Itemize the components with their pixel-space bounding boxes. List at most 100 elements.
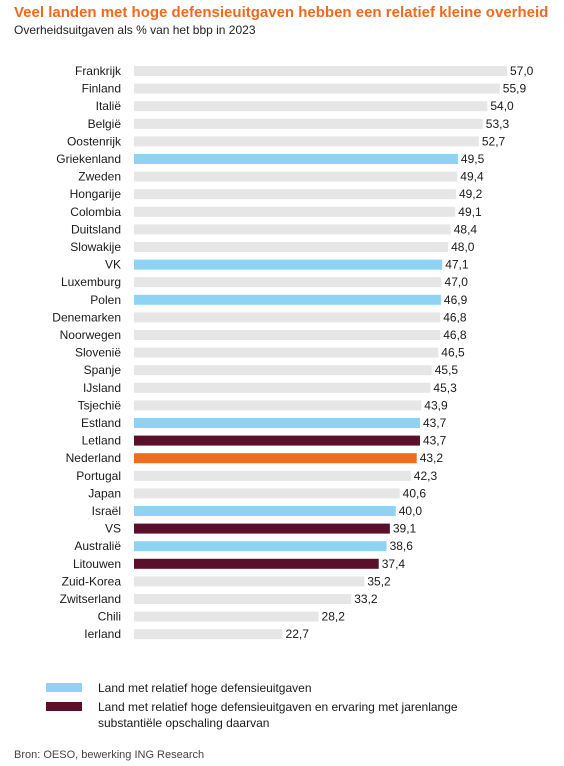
category-label-country-denemarken: Denemarken [52, 310, 121, 324]
legend: Land met relatief hoge defensieuitgaven … [46, 680, 498, 734]
bar-country-zuid-korea [134, 576, 365, 587]
category-label-country-spanje: Spanje [84, 363, 122, 377]
category-label-country-ierland: Ierland [84, 627, 121, 641]
value-label-country-zweden: 49,4 [460, 170, 484, 184]
category-label-country-letland: Letland [82, 434, 121, 448]
category-label-country-zwitserland: Zwitserland [60, 592, 121, 606]
category-label-country-belgi-: België [88, 117, 122, 131]
value-label-country-letland: 43,7 [423, 434, 447, 448]
value-label-country-denemarken: 46,8 [443, 310, 467, 324]
bar-country-slowakije [134, 242, 449, 252]
value-label-country-luxemburg: 47,0 [445, 275, 469, 289]
bar-country-ijsland [134, 382, 431, 393]
value-label-country-zuid-korea: 35,2 [367, 574, 391, 588]
bar-country-vk [134, 259, 443, 270]
bar-country-frankrijk [134, 66, 507, 76]
category-label-country-polen: Polen [90, 293, 121, 307]
value-label-country-isra-l: 40,0 [399, 504, 423, 518]
category-label-country-luxemburg: Luxemburg [61, 275, 121, 289]
value-label-country-nederland: 43,2 [420, 451, 444, 465]
category-label-country-noorwegen: Noorwegen [60, 328, 121, 342]
bar-country-isra-l [134, 506, 396, 516]
bar-country-denemarken [134, 312, 441, 323]
bar-country-finland [134, 83, 500, 94]
source-note: Bron: OESO, bewerking ING Research [14, 749, 205, 761]
category-label-country-japan: Japan [88, 486, 121, 500]
category-label-country-portugal: Portugal [76, 469, 121, 483]
bar-country-tsjechi- [134, 400, 422, 411]
bar-country-luxemburg [134, 277, 442, 288]
bar-country-noorwegen [134, 330, 441, 340]
value-label-country-griekenland: 49,5 [461, 152, 485, 166]
bar-country-portugal [134, 470, 411, 481]
category-label-country-duitsland: Duitsland [71, 222, 121, 236]
value-label-country-frankrijk: 57,0 [510, 64, 534, 78]
chart-subtitle: Overheidsuitgaven als % van het bbp in 2… [14, 23, 256, 37]
category-label-country-colombia: Colombia [70, 205, 121, 219]
category-label-country-chili: Chili [98, 610, 121, 624]
category-label-country-vk: VK [105, 258, 121, 272]
category-label-country-oostenrijk: Oostenrijk [67, 134, 122, 148]
category-label-country-finland: Finland [82, 82, 121, 96]
category-label-country-estland: Estland [81, 416, 121, 430]
value-label-country-duitsland: 48,4 [454, 222, 478, 236]
bar-country-duitsland [134, 224, 451, 235]
legend-item-high-defense-scaled: Land met relatief hoge defensieuitgaven … [46, 699, 498, 731]
bar-country-oostenrijk [134, 136, 479, 147]
value-label-country-oostenrijk: 52,7 [482, 134, 506, 148]
value-label-country-spanje: 45,5 [435, 363, 459, 377]
legend-label-high-defense-scaled: Land met relatief hoge defensieuitgaven … [98, 700, 458, 730]
value-label-country-itali-: 54,0 [490, 99, 514, 113]
bar-country-zweden [134, 171, 458, 182]
category-label-country-ijsland: IJsland [83, 381, 121, 395]
value-label-country-ierland: 22,7 [286, 627, 310, 641]
bar-country-belgi- [134, 118, 483, 129]
bar-country-vs [134, 523, 390, 534]
value-label-country-estland: 43,7 [423, 416, 447, 430]
bar-country-nederland [134, 453, 417, 464]
bar-country-spanje [134, 365, 432, 376]
chart-title: Veel landen met hoge defensieuitgaven he… [14, 4, 549, 21]
value-label-country-australi-: 38,6 [390, 539, 414, 553]
category-label-country-zweden: Zweden [78, 170, 121, 184]
legend-swatch-high-defense-scaled [46, 702, 82, 711]
category-label-country-isra-l: Israël [92, 504, 121, 518]
value-label-country-vk: 47,1 [445, 258, 469, 272]
bar-country-litouwen [134, 558, 379, 569]
value-label-country-sloveni-: 46,5 [441, 346, 465, 360]
value-label-country-portugal: 42,3 [414, 469, 438, 483]
value-label-country-chili: 28,2 [322, 610, 346, 624]
bar-chart: Frankrijk 57,0 Finland 55,9 Italië 54,0 België… [52, 64, 534, 641]
bar-country-ierland [134, 629, 283, 640]
category-label-country-litouwen: Litouwen [73, 557, 121, 571]
category-label-country-hongarije: Hongarije [70, 187, 122, 201]
value-label-country-belgi-: 53,3 [486, 117, 510, 131]
bar-country-japan [134, 488, 400, 499]
category-label-country-slowakije: Slowakije [70, 240, 121, 254]
bar-country-estland [134, 418, 420, 428]
bar-country-itali- [134, 101, 488, 112]
value-label-country-hongarije: 49,2 [459, 187, 483, 201]
value-label-country-noorwegen: 46,8 [443, 328, 467, 342]
value-label-country-polen: 46,9 [444, 293, 468, 307]
value-label-country-finland: 55,9 [503, 82, 527, 96]
value-label-country-ijsland: 45,3 [433, 381, 457, 395]
bar-country-griekenland [134, 154, 458, 164]
bar-country-zwitserland [134, 594, 352, 604]
bar-country-chili [134, 611, 319, 622]
bar-country-hongarije [134, 189, 456, 200]
category-label-country-griekenland: Griekenland [56, 152, 121, 166]
value-label-country-vs: 39,1 [393, 522, 417, 536]
value-label-country-litouwen: 37,4 [382, 557, 406, 571]
legend-label-high-defense: Land met relatief hoge defensieuitgaven [98, 681, 312, 695]
category-label-country-australi-: Australië [74, 539, 121, 553]
legend-item-high-defense: Land met relatief hoge defensieuitgaven [46, 680, 498, 696]
category-label-country-zuid-korea: Zuid-Korea [62, 574, 122, 588]
category-label-country-nederland: Nederland [66, 451, 121, 465]
bar-country-colombia [134, 206, 456, 217]
category-label-country-sloveni-: Slovenië [75, 346, 121, 360]
bar-country-letland [134, 435, 420, 446]
value-label-country-slowakije: 48,0 [451, 240, 475, 254]
value-label-country-tsjechi-: 43,9 [424, 398, 448, 412]
category-label-country-frankrijk: Frankrijk [75, 64, 122, 78]
